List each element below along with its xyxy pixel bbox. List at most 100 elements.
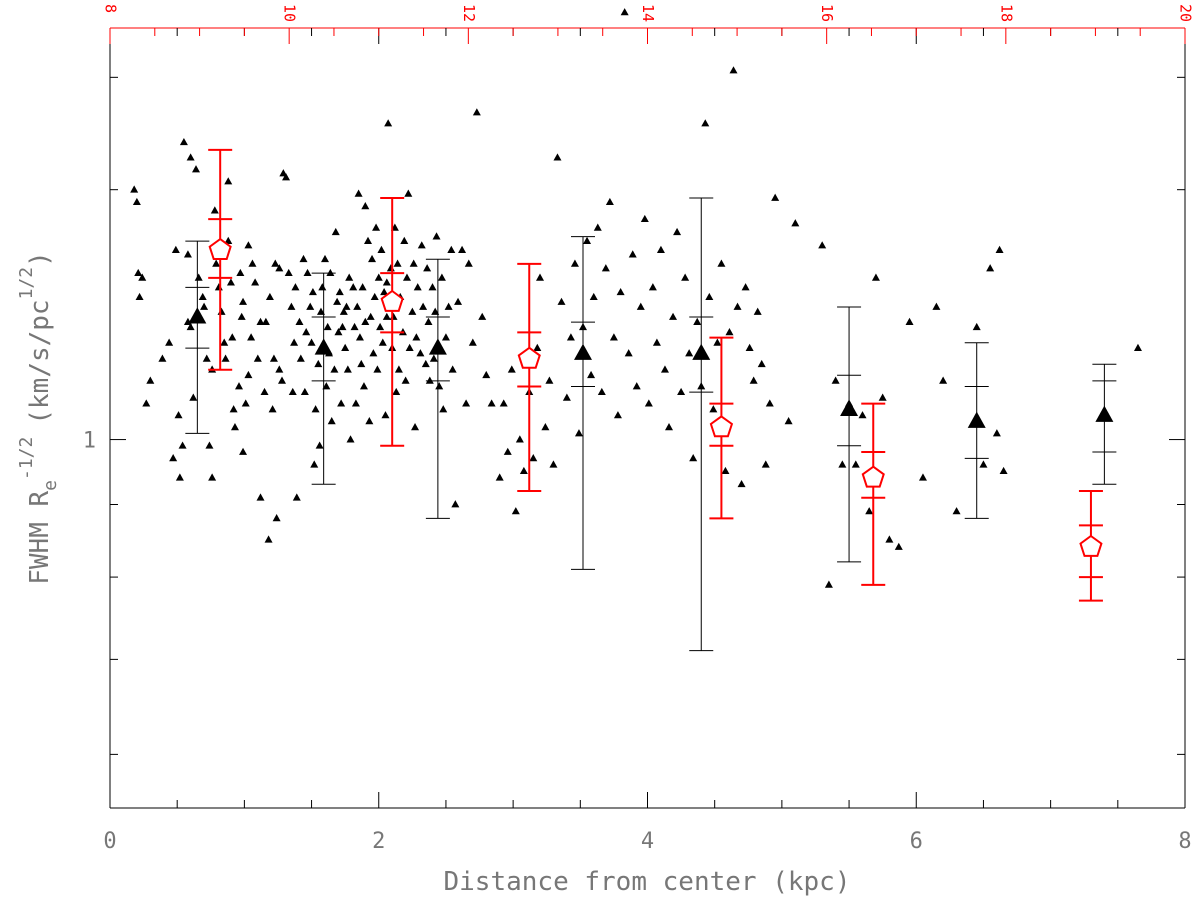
series-marker <box>967 411 986 428</box>
data-point <box>382 312 391 320</box>
data-point <box>307 338 316 346</box>
data-point <box>338 322 347 331</box>
data-point <box>224 236 233 244</box>
data-point <box>757 359 766 368</box>
data-point <box>431 307 440 315</box>
data-point <box>316 307 325 315</box>
data-point <box>613 411 622 419</box>
data-point <box>733 302 742 310</box>
data-point <box>198 292 207 301</box>
data-point <box>587 370 596 379</box>
data-point <box>656 245 665 253</box>
data-point <box>208 473 217 481</box>
data-point <box>952 507 961 515</box>
data-point <box>341 343 350 351</box>
data-point <box>878 393 887 401</box>
data-point <box>186 322 195 331</box>
data-point <box>673 227 682 236</box>
series-marker <box>428 338 447 355</box>
data-point <box>132 197 141 206</box>
data-point <box>251 278 260 286</box>
data-point <box>244 241 253 249</box>
data-point <box>458 245 467 253</box>
data-point <box>364 236 372 244</box>
data-point <box>419 302 428 310</box>
data-point <box>574 429 583 437</box>
data-point <box>303 268 312 277</box>
data-point <box>287 302 296 310</box>
data-point <box>417 241 426 249</box>
data-point <box>918 473 927 481</box>
x-axis-title: Distance from center (kpc) <box>444 867 851 897</box>
data-point <box>412 333 421 341</box>
data-point <box>178 441 187 449</box>
axis-ticks: 0 2 4 6 8 1 <box>83 28 1192 854</box>
data-point <box>429 354 438 362</box>
data-point <box>499 399 508 407</box>
data-point <box>230 423 239 431</box>
data-point <box>299 254 308 263</box>
data-point <box>256 493 265 501</box>
data-point <box>321 254 329 263</box>
data-point <box>624 349 633 357</box>
top-tick-label: 14 <box>639 4 657 22</box>
data-point <box>244 370 253 379</box>
x-tick-label: 8 <box>1178 829 1191 854</box>
data-point <box>296 354 305 362</box>
data-point <box>186 153 195 161</box>
data-point <box>342 302 351 310</box>
data-point <box>451 500 460 508</box>
y-tick-label: 1 <box>83 429 96 454</box>
data-point <box>370 292 379 301</box>
data-point <box>677 387 686 396</box>
data-point <box>253 354 262 362</box>
data-point <box>366 312 375 320</box>
data-point <box>275 365 284 373</box>
data-point <box>995 245 1004 253</box>
data-point <box>409 259 418 267</box>
data-point <box>295 317 304 325</box>
data-point <box>228 333 237 341</box>
data-point <box>278 376 286 384</box>
data-point <box>753 307 762 315</box>
data-point <box>310 460 319 468</box>
data-point <box>992 429 1001 437</box>
data-point <box>421 359 430 368</box>
data-point <box>239 447 248 455</box>
data-point <box>628 250 637 258</box>
data-point <box>644 399 653 407</box>
data-point <box>261 317 270 325</box>
data-point <box>349 283 358 291</box>
data-point <box>377 245 386 253</box>
data-point <box>386 264 395 272</box>
data-point <box>288 387 297 396</box>
data-point <box>346 435 355 443</box>
data-point <box>533 343 542 351</box>
data-point <box>593 223 602 231</box>
data-point <box>648 283 657 291</box>
data-point <box>308 287 317 296</box>
data-point <box>248 259 257 267</box>
data-point <box>424 317 433 325</box>
data-point <box>401 376 410 384</box>
series-marker <box>692 343 711 360</box>
data-point <box>372 223 381 231</box>
data-point <box>749 376 758 384</box>
data-point <box>291 283 300 291</box>
data-point <box>229 405 238 413</box>
top-tick-label: 12 <box>460 4 478 22</box>
data-point <box>380 287 389 296</box>
data-point <box>378 338 387 346</box>
data-point <box>365 417 374 425</box>
data-point <box>441 333 450 341</box>
data-point <box>282 173 291 181</box>
data-point <box>353 302 362 310</box>
data-point <box>214 283 223 291</box>
data-point <box>359 382 368 390</box>
data-point <box>972 322 981 331</box>
data-point <box>311 405 320 413</box>
top-tick-label: 10 <box>281 4 299 22</box>
data-point <box>393 259 402 267</box>
data-point <box>660 365 669 373</box>
data-point <box>400 236 409 244</box>
